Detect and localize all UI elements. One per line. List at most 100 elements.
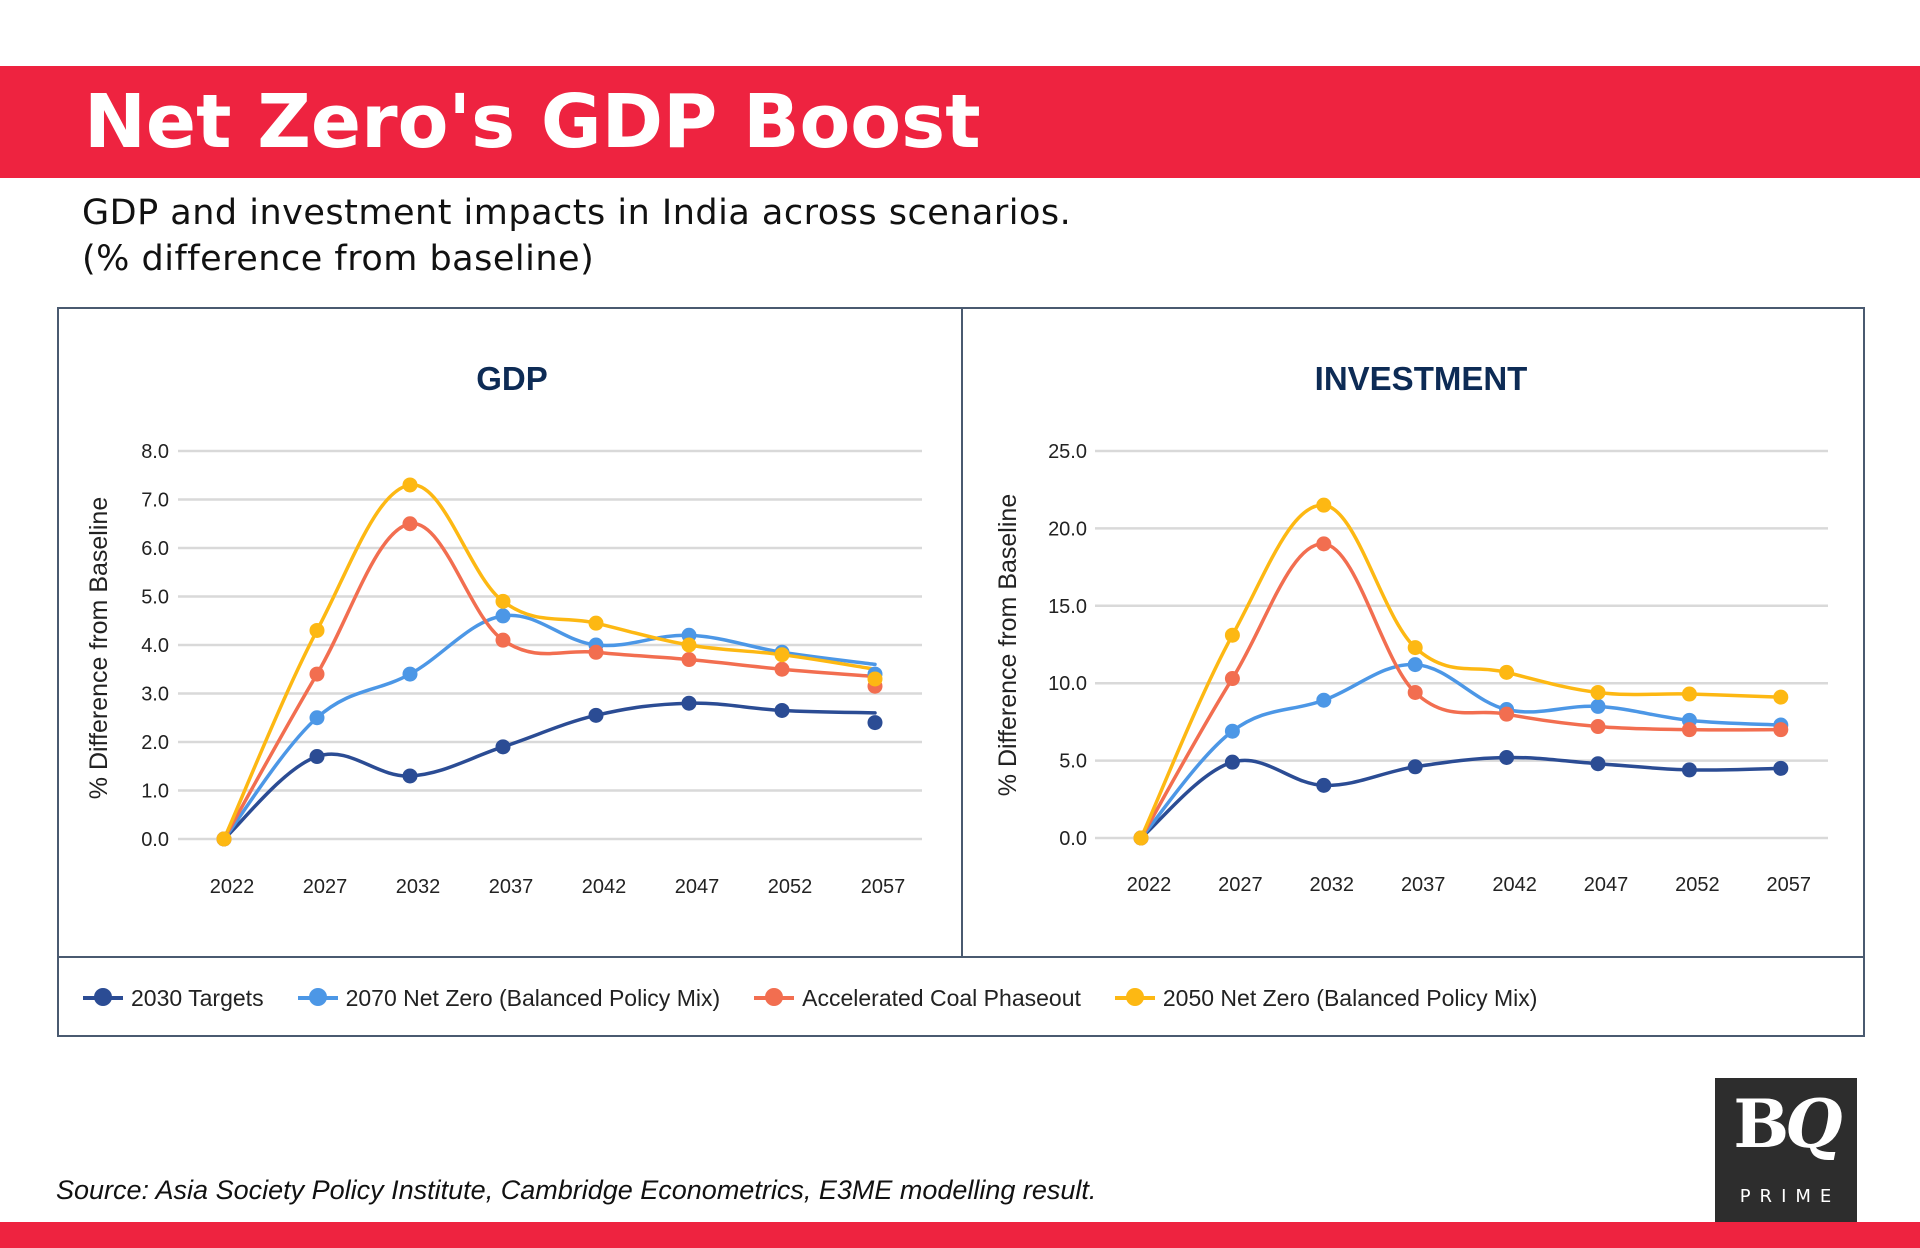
data-point bbox=[588, 707, 604, 723]
data-point bbox=[681, 695, 697, 711]
y-tick-label: 6.0 bbox=[141, 538, 169, 560]
legend-item: 2030 Targets bbox=[83, 985, 264, 1012]
data-point bbox=[867, 715, 883, 731]
y-tick-label: 5.0 bbox=[141, 587, 169, 609]
legend: 2030 Targets 2070 Net Zero (Balanced Poli… bbox=[83, 978, 1571, 1018]
data-point bbox=[1316, 536, 1332, 552]
data-point bbox=[681, 637, 697, 653]
data-point bbox=[402, 477, 418, 493]
x-tick-label: 2042 bbox=[582, 876, 627, 898]
x-tick-label: 2032 bbox=[396, 876, 441, 898]
logo-bq-text: BQ bbox=[1733, 1085, 1842, 1163]
x-tick-label: 2042 bbox=[1492, 874, 1537, 896]
data-point bbox=[495, 608, 511, 624]
data-point bbox=[1224, 627, 1240, 643]
legend-divider bbox=[57, 956, 1865, 958]
gdp-chart: GDP 0.0 1.0 2.0 3.0 4.0 5.0 6.0 7.0 8.0 2022 2027 20… bbox=[85, 360, 922, 898]
chart-title: INVESTMENT bbox=[1315, 360, 1528, 397]
page-title: Net Zero's GDP Boost bbox=[84, 79, 981, 165]
data-point bbox=[1590, 684, 1606, 700]
data-point bbox=[1133, 830, 1149, 846]
chart-divider-vertical bbox=[961, 307, 963, 958]
x-tick-label: 2027 bbox=[1218, 874, 1263, 896]
bq-prime-logo: BQ PRIME bbox=[1715, 1078, 1857, 1223]
data-point bbox=[588, 615, 604, 631]
legend-line-marker-icon bbox=[83, 988, 123, 1008]
data-point bbox=[1499, 706, 1515, 722]
bottom-banner bbox=[0, 1222, 1920, 1248]
y-tick-label: 3.0 bbox=[141, 684, 169, 706]
data-point bbox=[1407, 657, 1423, 673]
legend-label: Accelerated Coal Phaseout bbox=[802, 984, 1081, 1011]
data-point bbox=[1407, 640, 1423, 656]
data-point bbox=[402, 768, 418, 784]
data-point bbox=[774, 661, 790, 677]
subtitle: GDP and investment impacts in India acro… bbox=[82, 190, 1071, 282]
title-banner bbox=[0, 66, 1920, 178]
legend-label: 2070 Net Zero (Balanced Policy Mix) bbox=[345, 984, 721, 1011]
source-note: Source: Asia Society Policy Institute, C… bbox=[56, 1175, 1097, 1205]
data-point bbox=[495, 593, 511, 609]
data-point bbox=[1407, 684, 1423, 700]
legend-line-marker-icon bbox=[1114, 988, 1155, 1008]
y-tick-label: 20.0 bbox=[1048, 518, 1087, 540]
y-tick-label: 2.0 bbox=[141, 732, 169, 754]
data-point bbox=[1224, 754, 1240, 770]
x-tick-label: 2037 bbox=[489, 876, 534, 898]
y-axis-title: % Difference from Baseline bbox=[85, 497, 113, 799]
y-tick-label: 10.0 bbox=[1048, 673, 1087, 695]
data-point bbox=[309, 710, 325, 726]
series-line bbox=[222, 483, 877, 841]
data-point bbox=[1316, 777, 1332, 793]
data-point bbox=[1590, 719, 1606, 735]
data-point bbox=[588, 644, 604, 660]
data-point bbox=[1590, 698, 1606, 714]
legend-line-marker-icon bbox=[754, 988, 795, 1008]
data-point bbox=[1681, 762, 1697, 778]
x-tick-label: 2037 bbox=[1401, 874, 1446, 896]
x-tick-label: 2057 bbox=[1767, 874, 1812, 896]
legend-item: 2050 Net Zero (Balanced Policy Mix) bbox=[1114, 985, 1537, 1012]
legend-item: 2070 Net Zero (Balanced Policy Mix) bbox=[297, 984, 721, 1012]
x-tick-label: 2022 bbox=[1127, 874, 1172, 896]
y-tick-label: 25.0 bbox=[1048, 441, 1087, 463]
data-point bbox=[309, 666, 325, 682]
y-tick-label: 1.0 bbox=[141, 781, 169, 803]
data-point bbox=[867, 671, 883, 687]
x-tick-label: 2027 bbox=[303, 876, 348, 898]
legend-label: 2030 Targets bbox=[131, 984, 264, 1011]
data-point bbox=[774, 702, 790, 718]
subtitle-line-1: GDP and investment impacts in India acro… bbox=[82, 193, 1072, 233]
data-point bbox=[1316, 497, 1332, 513]
data-point bbox=[1316, 692, 1332, 708]
x-tick-label: 2022 bbox=[210, 876, 255, 898]
y-tick-label: 4.0 bbox=[141, 635, 169, 657]
y-axis-title: % Difference from Baseline bbox=[994, 494, 1022, 796]
y-tick-label: 0.0 bbox=[141, 829, 169, 851]
logo-prime-text: PRIME bbox=[1739, 1186, 1841, 1207]
legend-line-marker-icon bbox=[297, 988, 338, 1008]
x-tick-label: 2047 bbox=[1584, 874, 1629, 896]
y-tick-label: 8.0 bbox=[141, 441, 169, 463]
data-point bbox=[774, 647, 790, 663]
data-point bbox=[1499, 664, 1515, 680]
data-point bbox=[1224, 671, 1240, 687]
data-point bbox=[495, 739, 511, 755]
y-tick-label: 5.0 bbox=[1059, 751, 1087, 773]
data-point bbox=[1407, 759, 1423, 775]
y-tick-label: 7.0 bbox=[141, 490, 169, 512]
subtitle-line-2: (% difference from baseline) bbox=[82, 239, 595, 279]
x-tick-label: 2047 bbox=[675, 876, 720, 898]
x-tick-label: 2052 bbox=[1675, 874, 1720, 896]
investment-chart: INVESTMENT 0.0 5.0 10.0 15.0 20.0 25.0 2022 2027… bbox=[994, 360, 1828, 896]
data-point bbox=[1681, 686, 1697, 702]
data-point bbox=[402, 666, 418, 682]
data-point bbox=[681, 652, 697, 668]
data-point bbox=[1773, 689, 1789, 705]
data-point bbox=[1224, 723, 1240, 739]
data-point bbox=[216, 831, 232, 847]
legend-item: Accelerated Coal Phaseout bbox=[754, 985, 1081, 1012]
data-point bbox=[309, 622, 325, 638]
data-point bbox=[1773, 760, 1789, 776]
data-point bbox=[1590, 756, 1606, 772]
